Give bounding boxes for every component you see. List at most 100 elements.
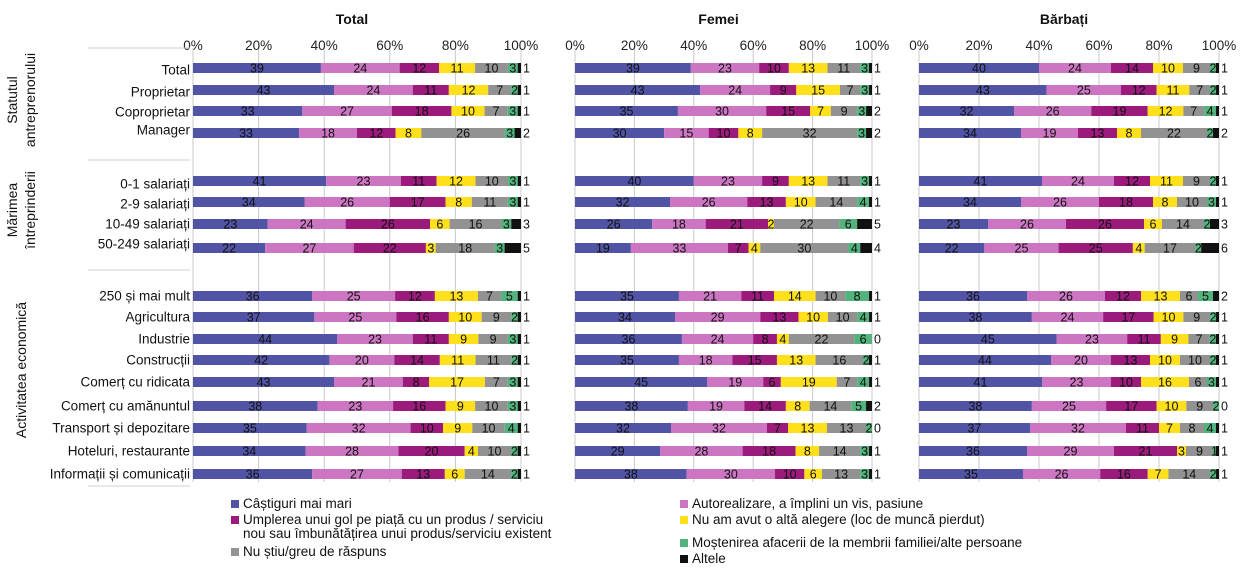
bar-segment [652, 219, 706, 229]
data-label: 23 [223, 218, 237, 232]
data-label: 32 [803, 127, 817, 141]
bar-segment [919, 469, 1023, 479]
bar-segment [193, 446, 306, 456]
bar-segment [869, 469, 872, 479]
bar-segment [857, 312, 870, 322]
data-label: 26 [607, 218, 621, 232]
data-label: 1 [1221, 105, 1228, 119]
data-label: 12 [1125, 175, 1139, 189]
data-label: 10 [1165, 400, 1179, 414]
bar-segment [511, 85, 518, 95]
data-label: 6 [810, 468, 817, 482]
bar-segment [1153, 197, 1177, 207]
data-label: 3 [509, 62, 516, 76]
data-label: 10 [485, 175, 499, 189]
data-label: 11 [487, 354, 500, 368]
data-label: 15 [781, 105, 795, 119]
data-label: 35 [620, 290, 634, 304]
data-label: 38 [248, 400, 262, 414]
bar-segment [744, 401, 786, 411]
bar-segment [444, 469, 465, 479]
bar-segment [785, 401, 810, 411]
data-label: 7 [1190, 105, 1197, 119]
bar-segment [860, 469, 870, 479]
bar-segment [788, 334, 855, 344]
data-label: 2 [874, 400, 881, 414]
x-tick-label: 60% [740, 38, 767, 53]
group-label: antreprenorului [22, 53, 38, 147]
bar-segment [395, 291, 435, 301]
data-label: 7 [774, 422, 781, 436]
bar-segment [312, 469, 402, 479]
data-label: 2 [1207, 127, 1214, 141]
bar-segment [1027, 446, 1114, 456]
bar-segment [1147, 106, 1184, 116]
data-label: 23 [368, 333, 382, 347]
data-label: 45 [981, 333, 995, 347]
data-label: 4 [860, 196, 867, 210]
data-label: 23 [718, 62, 732, 76]
data-label: 14 [410, 354, 424, 368]
bar-segment [401, 469, 445, 479]
bar-segment [857, 377, 870, 387]
data-label: 10 [461, 105, 475, 119]
data-label: 5 [874, 218, 881, 232]
data-label: 25 [1062, 400, 1076, 414]
bar-segment [804, 469, 823, 479]
bar-segment [575, 469, 687, 479]
bar-segment [1180, 291, 1198, 301]
bar-segment [517, 197, 521, 207]
bar-segment [815, 197, 858, 207]
panel-title-0: Total [336, 11, 368, 27]
bar-segment [1141, 377, 1189, 387]
category-label: Total [161, 63, 190, 78]
data-label: 11 [412, 175, 425, 189]
bar-segment [329, 355, 395, 365]
bar-segment [747, 197, 786, 207]
bar-segment [1207, 197, 1216, 207]
data-label: 38 [624, 468, 638, 482]
data-label: 1 [874, 196, 881, 210]
legend-swatch [231, 516, 239, 524]
bar-segment [770, 85, 797, 95]
data-label: 13 [789, 354, 803, 368]
bar-segment [1213, 128, 1219, 138]
bar-segment [760, 243, 849, 253]
data-label: 19 [1113, 105, 1127, 119]
x-tick-label: 0% [565, 38, 585, 53]
bar-segment [919, 377, 1042, 387]
data-label: 25 [347, 290, 361, 304]
data-label: 10 [1185, 196, 1199, 210]
data-label: 3 [1178, 445, 1185, 459]
bar-segment [193, 334, 338, 344]
data-label: 35 [243, 422, 257, 436]
bar-segment [302, 106, 392, 116]
data-label: 8 [1162, 196, 1169, 210]
bar-segment [1144, 243, 1196, 253]
data-label: 21 [730, 218, 744, 232]
data-label: 1 [1221, 196, 1228, 210]
bar-segment [773, 219, 840, 229]
data-label: 1 [523, 376, 530, 390]
data-label: 20 [1074, 354, 1088, 368]
data-label: 36 [246, 290, 260, 304]
bar-segment [860, 176, 870, 186]
bar-segment [836, 377, 858, 387]
x-tick-label: 40% [680, 38, 707, 53]
bar-segment [448, 312, 482, 322]
x-tick-label: 40% [311, 38, 338, 53]
data-label: 11 [483, 196, 496, 210]
data-label: 32 [616, 196, 630, 210]
bar-segment [575, 446, 661, 456]
bar-segment [869, 355, 872, 365]
bar-segment [193, 176, 327, 186]
bar-segment [1056, 334, 1128, 344]
data-label: 15 [748, 354, 762, 368]
bar-segment [1114, 176, 1150, 186]
bar-segment [357, 128, 396, 138]
data-label: 2 [1210, 175, 1217, 189]
bar-segment [677, 106, 767, 116]
data-label: 26 [1098, 218, 1112, 232]
bar-segment [670, 197, 748, 207]
bar-segment [575, 219, 653, 229]
